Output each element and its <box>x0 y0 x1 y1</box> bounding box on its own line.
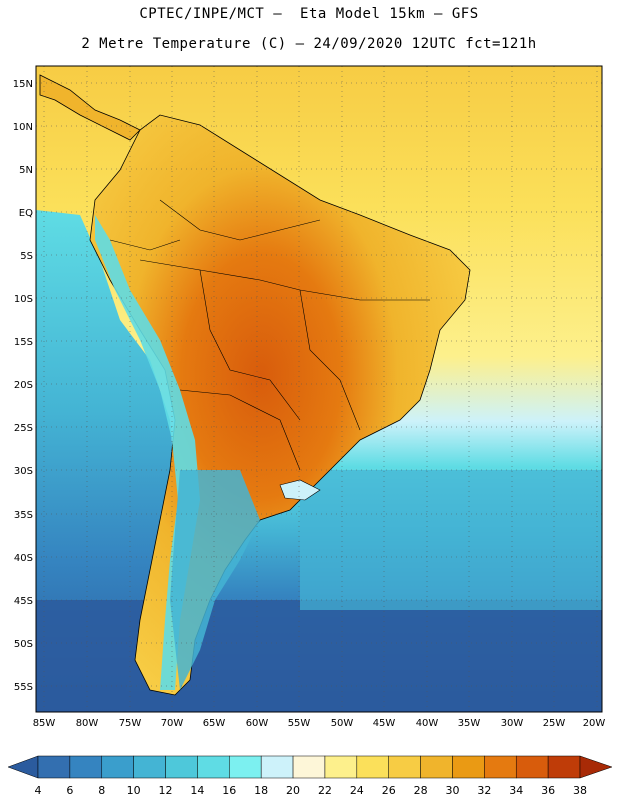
lat-label: 45S <box>14 596 33 607</box>
legend-swatch <box>260 755 294 779</box>
legend-label: 26 <box>382 784 396 797</box>
lat-label: EQ <box>19 208 33 219</box>
lat-label: 40S <box>14 553 33 564</box>
lon-label: 50W <box>331 718 354 729</box>
legend-swatch <box>133 755 166 779</box>
legend-swatch <box>452 755 485 779</box>
lon-label: 70W <box>161 718 184 729</box>
legend-label: 28 <box>414 784 428 797</box>
lat-label: 50S <box>14 639 33 650</box>
legend-label: 24 <box>350 784 364 797</box>
lon-label: 20W <box>583 718 606 729</box>
legend-swatch <box>69 755 103 779</box>
legend-arrow-min <box>7 755 39 779</box>
lat-label: 35S <box>14 510 33 521</box>
map-title-line2: 2 Metre Temperature (C) – 24/09/2020 12U… <box>81 36 537 52</box>
legend-arrow-max <box>579 755 613 779</box>
legend-swatch <box>37 755 71 779</box>
pacific-ocean-field <box>36 210 175 712</box>
patagonia-cool-region <box>170 470 260 690</box>
lat-label: 15S <box>14 337 33 348</box>
color-legend: 4 6 8 10 12 14 16 18 20 22 24 26 28 30 32 34 36 38 <box>7 755 613 797</box>
legend-label: 32 <box>477 784 491 797</box>
lat-label: 5S <box>20 251 33 262</box>
central-america-landmass <box>39 74 141 141</box>
lat-label: 10S <box>14 294 33 305</box>
legend-label: 34 <box>509 784 523 797</box>
legend-swatch <box>229 755 262 779</box>
rio-de-la-plata <box>279 479 321 501</box>
lon-label: 80W <box>76 718 99 729</box>
legend-label: 30 <box>445 784 459 797</box>
legend-swatch <box>420 755 453 779</box>
legend-label: 16 <box>222 784 236 797</box>
lon-label: 30W <box>501 718 524 729</box>
legend-swatch <box>388 755 421 779</box>
lon-label: 60W <box>246 718 269 729</box>
temperature-map: 15N 10N 5N EQ 5S 10S 15S 20S 25S 30S 35S… <box>13 65 606 729</box>
legend-swatch <box>484 755 517 779</box>
legend-label: 36 <box>541 784 555 797</box>
map-frame <box>35 65 603 713</box>
legend-label: 38 <box>573 784 587 797</box>
country-borders <box>109 199 430 471</box>
lat-label: 20S <box>14 380 33 391</box>
lon-label: 55W <box>288 718 311 729</box>
lat-label: 25S <box>14 423 33 434</box>
legend-label: 14 <box>190 784 204 797</box>
lon-label: 65W <box>203 718 226 729</box>
lat-label: 5N <box>19 165 33 176</box>
legend-swatch <box>515 755 549 779</box>
map-title-line1: CPTEC/INPE/MCT – Eta Model 15km – GFS <box>139 6 479 22</box>
lon-label: 40W <box>416 718 439 729</box>
legend-label: 4 <box>35 784 42 797</box>
legend-label: 18 <box>254 784 268 797</box>
legend-swatch <box>165 755 198 779</box>
legend-label: 12 <box>159 784 173 797</box>
legend-swatch <box>292 755 326 779</box>
lon-label: 45W <box>373 718 396 729</box>
legend-label: 8 <box>98 784 105 797</box>
legend-swatch <box>101 755 134 779</box>
lon-label: 25W <box>543 718 566 729</box>
lon-label: 85W <box>33 718 56 729</box>
legend-swatch <box>197 755 230 779</box>
lat-label: 15N <box>13 79 33 90</box>
lat-label: 55S <box>14 682 33 693</box>
legend-label: 10 <box>127 784 141 797</box>
lat-label: 30S <box>14 466 33 477</box>
legend-swatch <box>356 755 389 779</box>
south-atlantic-cool-band <box>300 470 602 610</box>
lat-label: 10N <box>13 122 33 133</box>
legend-swatch <box>324 755 358 779</box>
southern-ocean-field <box>36 600 602 712</box>
legend-label: 6 <box>66 784 73 797</box>
legend-label: 20 <box>286 784 300 797</box>
lon-label: 35W <box>458 718 481 729</box>
lon-label: 75W <box>119 718 142 729</box>
legend-swatch <box>547 755 581 779</box>
legend-label: 22 <box>318 784 332 797</box>
